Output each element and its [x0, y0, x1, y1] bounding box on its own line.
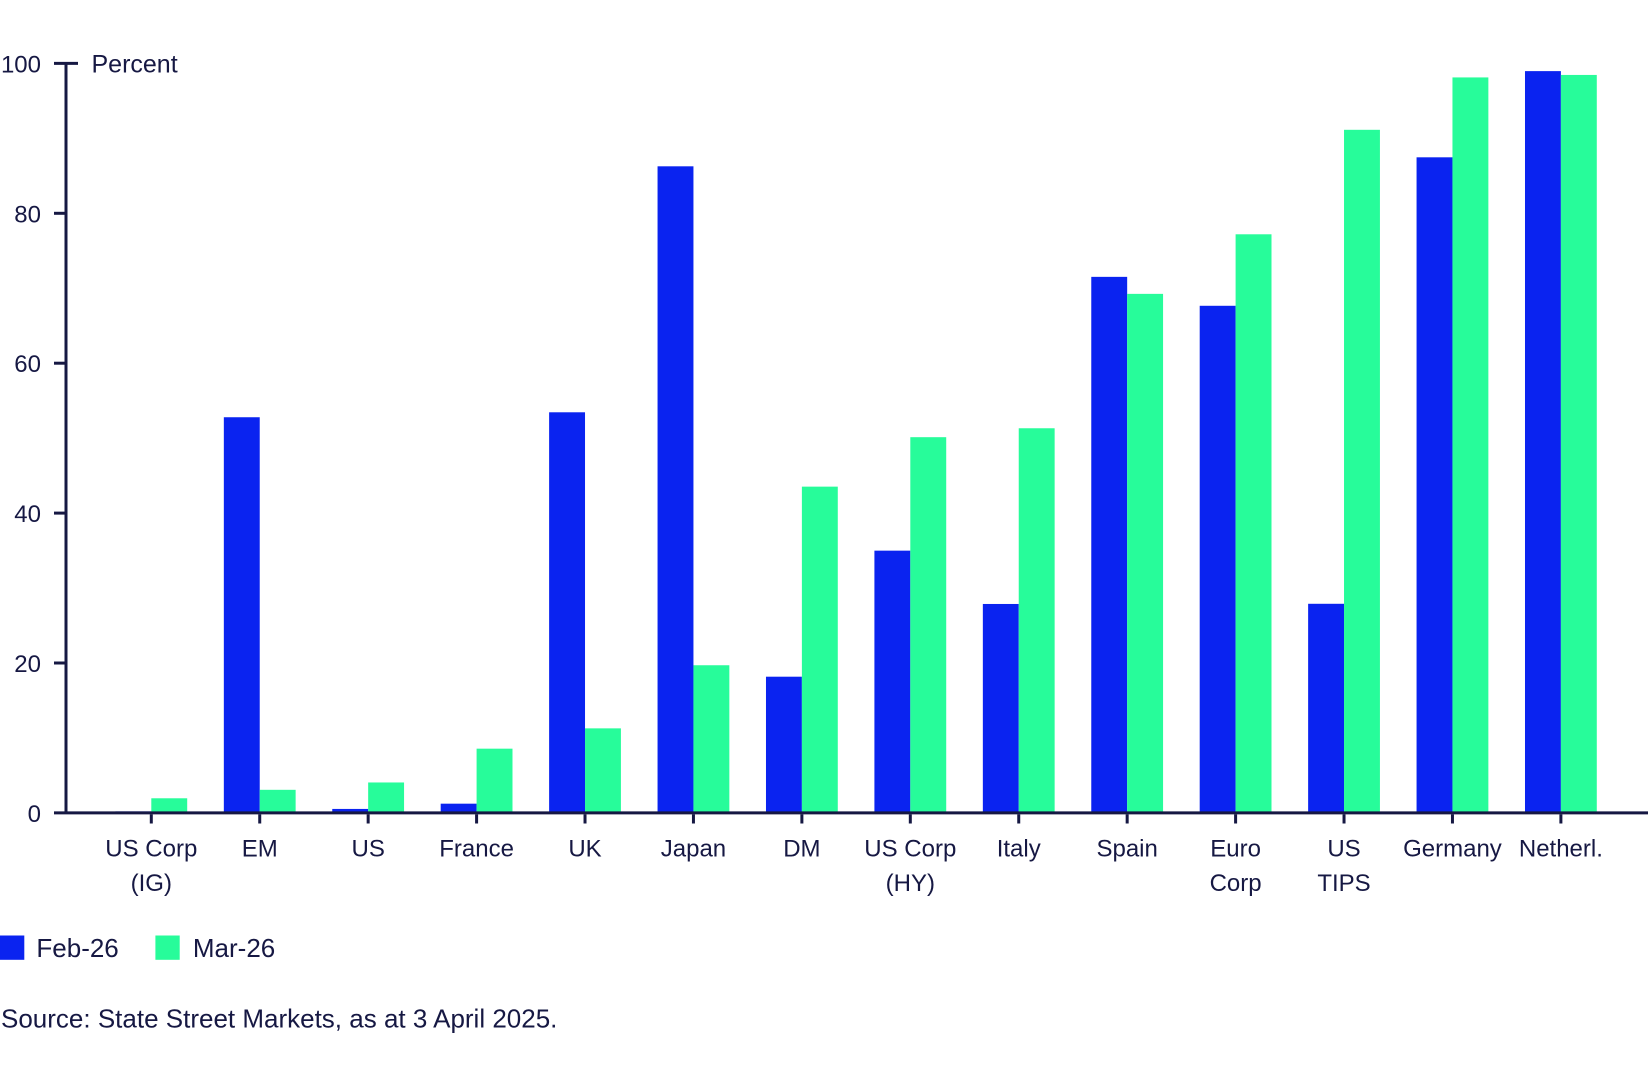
svg-text:Japan: Japan — [661, 835, 726, 862]
svg-text:20: 20 — [14, 651, 41, 678]
svg-text:40: 40 — [14, 501, 41, 528]
svg-text:Spain: Spain — [1096, 835, 1157, 862]
svg-text:US Corp: US Corp — [105, 835, 197, 862]
svg-text:(IG): (IG) — [131, 870, 172, 897]
svg-text:EM: EM — [242, 835, 278, 862]
svg-text:US Corp: US Corp — [864, 835, 956, 862]
svg-text:Euro: Euro — [1210, 835, 1261, 862]
svg-text:0: 0 — [28, 801, 41, 828]
svg-text:Germany: Germany — [1403, 835, 1502, 862]
svg-text:Mar-26: Mar-26 — [193, 933, 275, 963]
svg-text:Percent: Percent — [92, 51, 178, 79]
svg-text:80: 80 — [14, 201, 41, 228]
svg-text:US: US — [1327, 835, 1360, 862]
svg-text:Italy: Italy — [997, 835, 1041, 862]
svg-text:(HY): (HY) — [886, 870, 935, 897]
svg-text:60: 60 — [14, 351, 41, 378]
svg-text:Source: State Street Markets,: Source: State Street Markets, as at 3 Ap… — [1, 1003, 557, 1033]
svg-text:Corp: Corp — [1210, 870, 1262, 897]
svg-text:Feb-26: Feb-26 — [36, 933, 118, 963]
svg-text:Netherl.: Netherl. — [1519, 835, 1603, 862]
svg-text:DM: DM — [783, 835, 820, 862]
svg-text:France: France — [439, 835, 514, 862]
svg-text:TIPS: TIPS — [1317, 870, 1370, 897]
svg-text:UK: UK — [568, 835, 601, 862]
svg-text:100: 100 — [1, 51, 41, 78]
svg-text:US: US — [351, 835, 384, 862]
